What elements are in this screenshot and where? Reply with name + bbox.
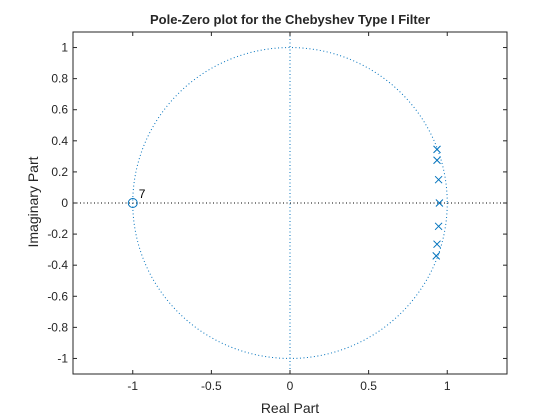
pole-marker [435, 199, 444, 207]
pole-marker [433, 240, 441, 249]
x-tick-label: 0 [287, 379, 294, 393]
chart-title: Pole-Zero plot for the Chebyshev Type I … [150, 12, 430, 27]
zero-marker [127, 198, 138, 208]
x-tick-label: -1 [127, 379, 138, 393]
x-ticks: -1 -0.5 0 0.5 1 [127, 32, 451, 393]
pole-marker [433, 145, 441, 154]
y-axis-label: Imaginary Part [25, 156, 41, 247]
y-tick-label: 0.4 [51, 134, 68, 148]
pole-marker [434, 222, 443, 231]
guides [73, 32, 507, 374]
marks: 7 [127, 145, 444, 260]
zero-multiplicity-label: 7 [139, 187, 146, 201]
y-tick-label: -0.8 [47, 320, 68, 334]
pole-marker [433, 156, 441, 165]
x-tick-label: 0.5 [360, 379, 377, 393]
pole-marker [432, 252, 441, 260]
x-axis-label: Real Part [261, 400, 319, 416]
y-tick-label: 1 [61, 41, 68, 55]
x-tick-label: 1 [444, 379, 451, 393]
y-tick-label: 0.2 [51, 165, 68, 179]
y-tick-label: -1 [57, 351, 68, 365]
y-tick-label: -0.4 [47, 258, 68, 272]
y-tick-label: 0.6 [51, 103, 68, 117]
y-ticks: -1 -0.8 -0.6 -0.4 -0.2 0 0.2 0.4 0.6 0.8 1 [47, 41, 507, 365]
x-tick-label: -0.5 [201, 379, 222, 393]
y-tick-label: -0.2 [47, 227, 68, 241]
y-tick-label: -0.6 [47, 289, 68, 303]
plot-area: 7 [72, 31, 508, 375]
y-tick-label: 0 [61, 196, 68, 210]
y-tick-label: 0.8 [51, 72, 68, 86]
pole-marker [434, 175, 443, 184]
